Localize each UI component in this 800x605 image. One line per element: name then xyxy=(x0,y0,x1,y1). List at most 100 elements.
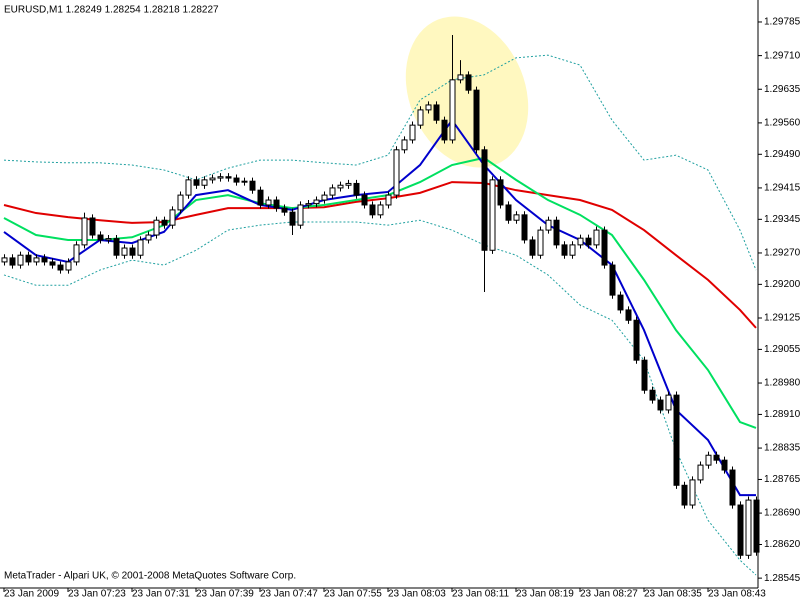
candle-body xyxy=(265,199,272,206)
candle-body xyxy=(697,464,704,481)
x-tick-label: 23 Jan 08:11 xyxy=(452,589,510,600)
candle-body xyxy=(689,479,696,506)
candle-body xyxy=(577,237,584,246)
candle-body xyxy=(369,204,376,216)
candle-body xyxy=(233,177,240,183)
highlight-ellipse xyxy=(405,16,529,168)
y-tick-label: 1.28835 xyxy=(764,443,800,454)
candle-body xyxy=(57,264,64,271)
candle-body xyxy=(601,229,608,266)
candle-body xyxy=(521,214,528,241)
candle-body xyxy=(17,254,24,266)
y-tick-label: 1.29270 xyxy=(764,248,800,259)
x-tick-label: 23 Jan 08:27 xyxy=(580,589,638,600)
candle-body xyxy=(649,389,656,401)
y-tick-label: 1.29490 xyxy=(764,149,800,160)
y-tick-label: 1.28980 xyxy=(764,378,800,389)
candle-body xyxy=(569,244,576,256)
candle-body xyxy=(361,194,368,206)
candle-body xyxy=(169,209,176,226)
x-tick-label: 23 Jan 08:19 xyxy=(516,589,574,600)
candle-body xyxy=(73,244,80,263)
candle-body xyxy=(673,394,680,486)
candle-body xyxy=(545,219,552,231)
candle-body xyxy=(193,179,200,186)
candle-body xyxy=(433,104,440,121)
candle-body xyxy=(105,238,112,241)
candle-body xyxy=(737,504,744,556)
candle-body xyxy=(1,257,8,263)
candle-body xyxy=(657,399,664,411)
y-tick-label: 1.29345 xyxy=(764,214,800,225)
y-tick-label: 1.28545 xyxy=(764,573,800,584)
x-tick-label: 23 Jan 07:31 xyxy=(132,589,190,600)
candle-body xyxy=(593,229,600,246)
candle-body xyxy=(177,194,184,211)
candle-body xyxy=(561,244,568,256)
candle-body xyxy=(97,234,104,241)
y-tick-label: 1.29635 xyxy=(764,84,800,95)
candle-body xyxy=(617,294,624,311)
candle-body xyxy=(337,184,344,189)
candle-body xyxy=(537,229,544,256)
candle-body xyxy=(625,309,632,321)
candle-body xyxy=(409,124,416,141)
candle-body xyxy=(609,264,616,296)
candle-body xyxy=(25,254,32,263)
candle-body xyxy=(705,454,712,466)
candle-body xyxy=(753,499,760,553)
y-tick-label: 1.29055 xyxy=(764,344,800,355)
candle-body xyxy=(225,176,232,179)
candle-body xyxy=(257,189,264,206)
candle-body xyxy=(345,182,352,186)
candle-body xyxy=(505,204,512,221)
y-tick-label: 1.29200 xyxy=(764,279,800,290)
candle-body xyxy=(249,180,256,191)
candle-body xyxy=(721,459,728,471)
candle-body xyxy=(473,89,480,151)
candle-body xyxy=(289,211,296,226)
candle-body xyxy=(449,79,456,141)
candle-body xyxy=(41,257,48,263)
y-tick-label: 1.28910 xyxy=(764,409,800,420)
x-tick-label: 23 Jan 2009 xyxy=(4,589,59,600)
candle-body xyxy=(9,257,16,266)
copyright: MetaTrader - Alpari UK, © 2001-2008 Meta… xyxy=(4,571,296,582)
candle-body xyxy=(153,219,160,236)
candle-body xyxy=(425,104,432,111)
y-tick-label: 1.28690 xyxy=(764,508,800,519)
candle-body xyxy=(305,203,312,206)
candle-body xyxy=(745,499,752,556)
candle-body xyxy=(217,176,224,179)
y-tick-label: 1.29125 xyxy=(764,313,800,324)
candle-body xyxy=(209,177,216,181)
candle-body xyxy=(713,454,720,461)
y-tick-label: 1.29785 xyxy=(764,17,800,28)
candle-body xyxy=(201,179,208,186)
candle-body xyxy=(681,484,688,506)
y-tick-label: 1.28620 xyxy=(764,539,800,550)
candle-body xyxy=(489,179,496,251)
candle-body xyxy=(529,239,536,256)
candle-body xyxy=(89,217,96,236)
candle-body xyxy=(665,394,672,411)
candle-body xyxy=(33,257,40,263)
candle-body xyxy=(81,217,88,246)
candle-body xyxy=(513,214,520,221)
candle-body xyxy=(377,204,384,216)
candle-body xyxy=(137,239,144,256)
y-tick-label: 1.29710 xyxy=(764,50,800,61)
indicator-line xyxy=(3,219,757,576)
candle-body xyxy=(185,179,192,196)
candle-body xyxy=(145,234,152,241)
candle-body xyxy=(329,187,336,196)
candle-body xyxy=(465,74,472,91)
candle-body xyxy=(385,194,392,206)
y-tick-label: 1.28765 xyxy=(764,474,800,485)
candle-body xyxy=(441,119,448,141)
candle-body xyxy=(241,180,248,183)
candle-body xyxy=(497,179,504,206)
x-tick-label: 23 Jan 07:39 xyxy=(196,589,254,600)
x-tick-label: 23 Jan 07:55 xyxy=(324,589,382,600)
